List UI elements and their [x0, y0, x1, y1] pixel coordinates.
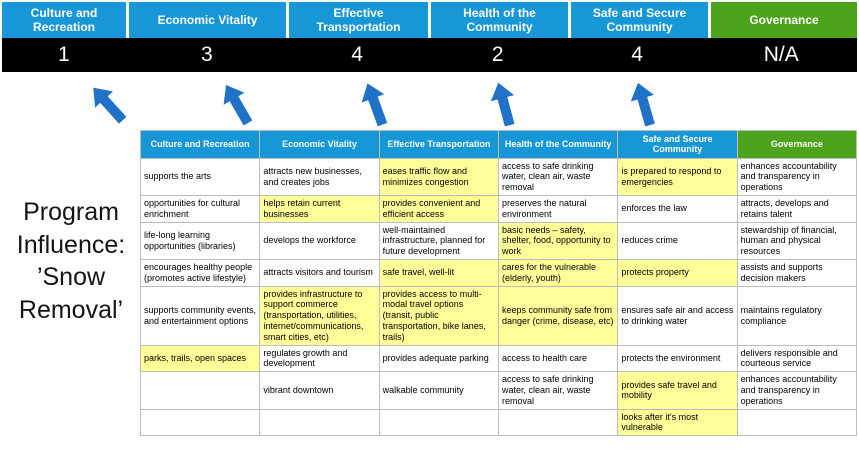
table-cell: helps retain current businesses	[260, 196, 380, 223]
up-arrow-icon	[361, 83, 388, 127]
table-header-cell: Safe and Secure Community	[618, 131, 738, 159]
score-effective-transportation: 4	[351, 43, 364, 66]
up-arrow-icon	[223, 84, 253, 126]
up-arrow-icon	[630, 82, 655, 127]
table-cell: encourages healthy people (promotes acti…	[141, 260, 261, 287]
table-header-cell: Economic Vitality	[260, 131, 380, 159]
table-cell: delivers responsible and courteous servi…	[737, 345, 857, 373]
table-cell: vibrant downtown	[260, 372, 380, 410]
table-cell	[260, 409, 380, 437]
table-cell: protects property	[618, 260, 738, 287]
table-cell: assists and supports decision makers	[737, 260, 857, 287]
table-cell: parks, trails, open spaces	[141, 345, 261, 373]
table-cell: develops the workforce	[260, 222, 380, 261]
banner-label: Safe and Secure Community	[592, 5, 687, 34]
table-cell: attracts, develops and retains talent	[737, 196, 857, 223]
score-band: 1 3 4 2 4 N/A	[2, 38, 857, 72]
banner-col-culture-and-recreation: Culture and Recreation	[2, 2, 126, 38]
table-cell: maintains regulatory compliance	[737, 286, 857, 346]
banner-label: Health of the Community	[463, 5, 536, 34]
banner-col-safe-and-secure-community: Safe and Secure Community	[571, 2, 708, 38]
priority-table: Culture and Recreation Economic Vitality…	[140, 130, 857, 437]
table-cell: supports the arts	[141, 158, 261, 197]
table-cell: reduces crime	[618, 222, 738, 261]
table-cell: preserves the natural environment	[499, 196, 619, 223]
table-cell: access to health care	[499, 345, 619, 373]
score-economic-vitality: 3	[200, 43, 213, 66]
table-cell: is prepared to respond to emergencies	[618, 158, 738, 197]
table-cell: enhances accountability and transparency…	[737, 158, 857, 197]
table-cell: cares for the vulnerable (elderly, youth…	[499, 260, 619, 287]
up-arrow-icon	[490, 82, 515, 127]
table-header-cell: Effective Transportation	[379, 131, 499, 159]
table-cell: stewardship of financial, human and phys…	[737, 222, 857, 261]
table-cell: keeps community safe from danger (crime,…	[499, 286, 619, 346]
table-cell: supports community events, and entertain…	[141, 286, 261, 346]
up-arrow-icon	[93, 87, 127, 124]
banner-label: Economic Vitality	[157, 12, 258, 27]
table-cell: eases traffic flow and minimizes congest…	[379, 158, 499, 197]
score-safe-and-secure-community: 4	[631, 43, 644, 66]
table-cell	[141, 372, 261, 410]
table-cell	[379, 409, 499, 437]
banner-col-governance: Governance	[711, 2, 857, 38]
table-header-cell: Health of the Community	[499, 131, 619, 159]
table-header-cell: Governance	[737, 131, 857, 159]
banner-label: Governance	[749, 12, 819, 27]
banner-col-effective-transportation: Effective Transportation	[289, 2, 428, 38]
table-cell: enhances accountability and transparency…	[737, 372, 857, 410]
banner-label: Effective Transportation	[316, 5, 401, 34]
table-cell	[499, 409, 619, 437]
table-cell: provides safe travel and mobility	[618, 372, 738, 410]
scorecard-banner: Culture and Recreation Economic Vitality…	[2, 2, 857, 38]
table-cell: provides adequate parking	[379, 345, 499, 373]
table-cell: provides access to multi-modal travel op…	[379, 286, 499, 346]
table-cell: life-long learning opportunities (librar…	[141, 222, 261, 261]
table-cell: protects the environment	[618, 345, 738, 373]
table-cell: enforces the law	[618, 196, 738, 223]
table-cell: ensures safe air and access to drinking …	[618, 286, 738, 346]
table-cell: walkable community	[379, 372, 499, 410]
table-cell: safe travel, well-lit	[379, 260, 499, 287]
table-cell	[737, 409, 857, 437]
table-cell: looks after it's most vulnerable	[618, 409, 738, 437]
table-cell: basic needs – safety, shelter, food, opp…	[499, 222, 619, 261]
table-header-cell: Culture and Recreation	[141, 131, 261, 159]
banner-label: Culture and Recreation	[30, 5, 98, 34]
table-cell: provides infrastructure to support comme…	[260, 286, 380, 346]
table-cell: attracts new businesses, and creates job…	[260, 158, 380, 197]
banner-col-health-of-the-community: Health of the Community	[431, 2, 568, 38]
table-cell: provides convenient and efficient access	[379, 196, 499, 223]
table-cell: access to safe drinking water, clean air…	[499, 372, 619, 410]
score-health-of-the-community: 2	[491, 43, 504, 66]
score-governance: N/A	[763, 43, 799, 66]
table-cell: access to safe drinking water, clean air…	[499, 158, 619, 197]
table-cell: opportunities for cultural enrichment	[141, 196, 261, 223]
table-cell	[141, 409, 261, 437]
table-cell: well-maintained infrastructure, planned …	[379, 222, 499, 261]
program-influence-title: Program Influence: ’Snow Removal’	[16, 198, 126, 324]
score-culture-and-recreation: 1	[57, 43, 70, 66]
table-cell: attracts visitors and tourism	[260, 260, 380, 287]
banner-col-economic-vitality: Economic Vitality	[129, 2, 286, 38]
table-cell: regulates growth and development	[260, 345, 380, 373]
